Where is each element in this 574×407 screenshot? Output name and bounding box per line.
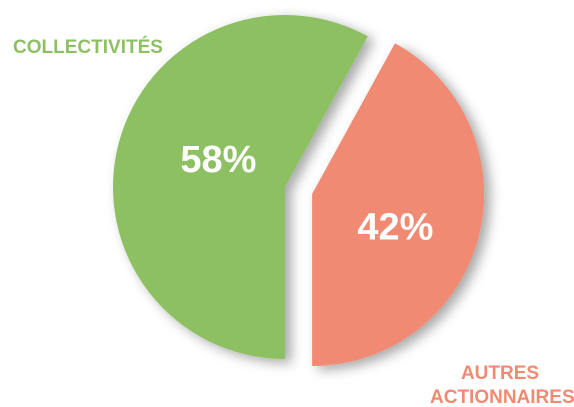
value-label: 42% xyxy=(357,206,433,248)
pie-slice xyxy=(112,14,368,359)
value-label: 58% xyxy=(180,139,256,181)
pie-slice xyxy=(312,43,485,366)
category-label: AUTRES ACTIONNAIRES xyxy=(430,363,574,407)
category-label: COLLECTIVITÉS xyxy=(13,37,163,58)
